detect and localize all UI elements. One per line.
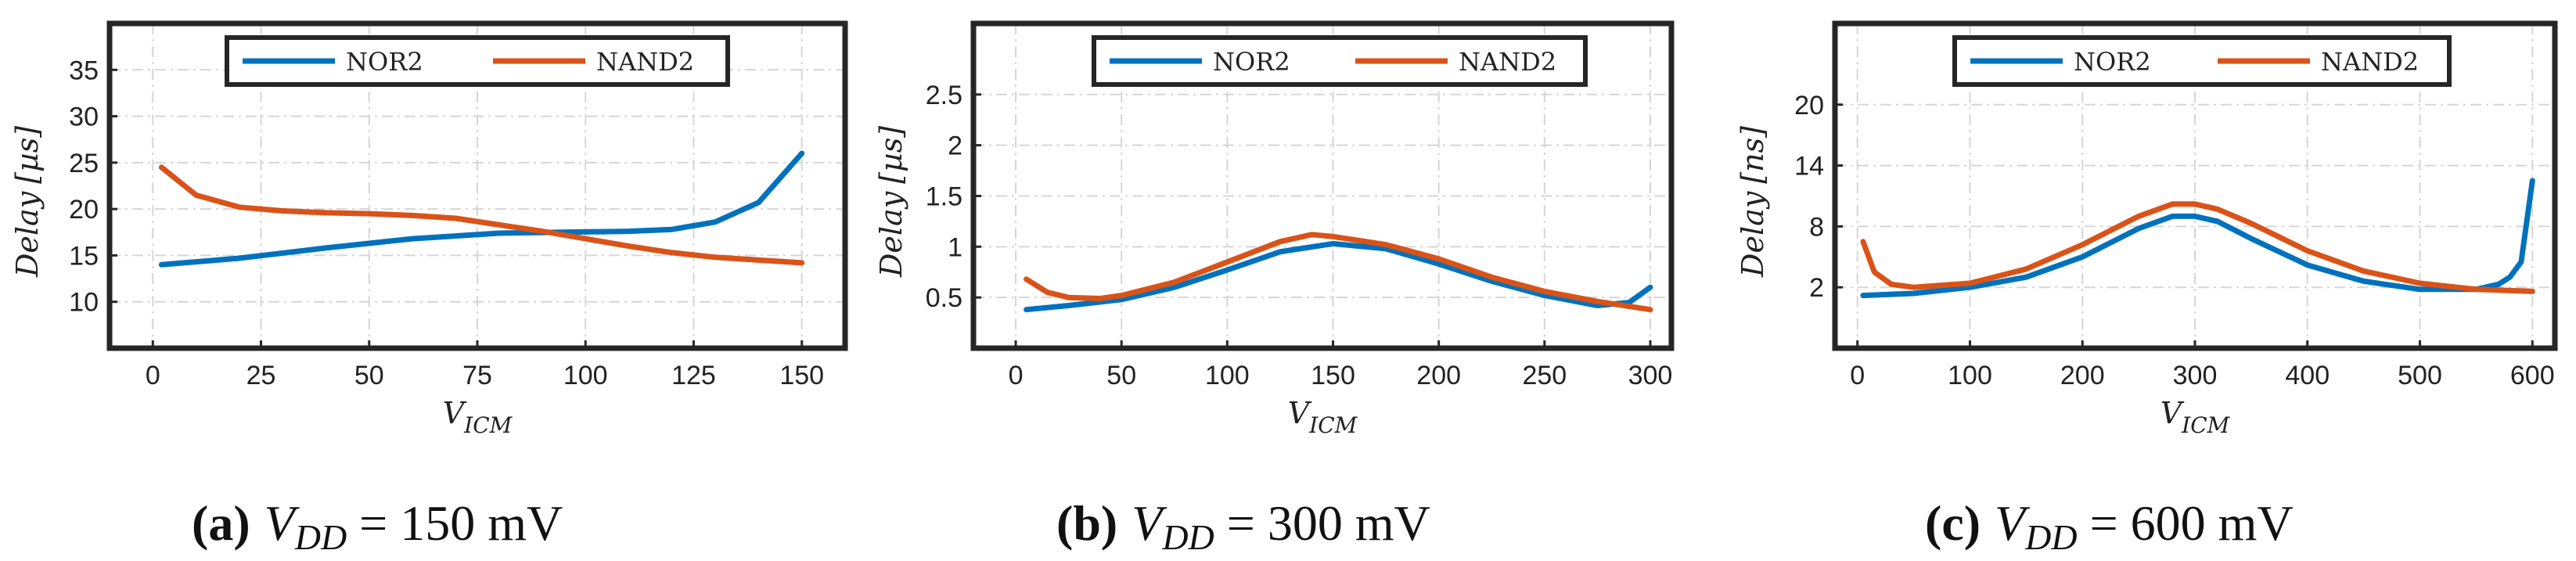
x-tick-label: 125 <box>671 361 716 390</box>
x-axis-label-sub: ICM <box>463 412 513 438</box>
y-axis-label-name: Delay <box>874 191 908 278</box>
caption-subscript: DD <box>294 517 347 557</box>
x-tick-label: 75 <box>462 361 492 390</box>
x-tick-label: 400 <box>2285 361 2330 390</box>
legend-label-nand2: NAND2 <box>596 47 694 77</box>
y-tick-label: 1.5 <box>926 182 962 211</box>
series-line-nand2 <box>1024 232 1653 313</box>
x-axis-label: VICM <box>2160 396 2231 438</box>
y-tick-label: 1 <box>948 232 962 262</box>
caption-value: = 300 mV <box>1214 495 1430 551</box>
x-tick-label: 300 <box>2173 361 2218 390</box>
series-line-nor2 <box>1024 240 1653 313</box>
x-tick-label: 200 <box>2060 361 2105 390</box>
y-axis-label-name: Delay <box>1736 191 1770 278</box>
y-tick-label: 25 <box>69 149 99 178</box>
caption-label: (a) <box>192 495 250 551</box>
x-tick-label: 100 <box>1948 361 1992 390</box>
series-line-nand2 <box>1860 201 2535 294</box>
x-axis-label-main: V <box>443 396 467 430</box>
y-axis-label: Delay [ns] <box>1736 126 1770 278</box>
y-axis-label-unit: [µs] <box>10 126 45 184</box>
series-line-nand2 <box>158 164 805 266</box>
caption-subscript: DD <box>2024 517 2077 557</box>
y-tick-label: 35 <box>69 56 99 85</box>
x-tick-label: 25 <box>246 361 276 390</box>
caption-subscript: DD <box>1161 517 1214 557</box>
panel-c: 0 100 200 300 400 500 600281420Delay[ns]VICMNO… <box>1736 20 2558 557</box>
y-axis-label-name: Delay <box>10 191 45 278</box>
caption-value: = 600 mV <box>2078 495 2294 551</box>
caption-variable: V <box>1995 495 2031 551</box>
x-tick-label: 0 <box>146 361 160 390</box>
y-tick-label: 0.5 <box>926 283 962 313</box>
legend-label-nand2: NAND2 <box>1459 47 1556 77</box>
x-axis-label-main: V <box>2160 396 2185 430</box>
legend: NOR2 NAND2 <box>1092 35 1588 87</box>
caption-value: = 150 mV <box>347 495 563 551</box>
caption-label: (c) <box>1925 495 1981 551</box>
x-tick-label: 50 <box>354 361 384 390</box>
caption-label: (b) <box>1056 495 1117 551</box>
panel-b: 0 50 100 150 200 250 3000.511.522.5Delay[µs]VI… <box>874 20 1675 557</box>
series-line-nor2 <box>158 150 805 268</box>
x-axis-label-sub: ICM <box>1308 412 1358 438</box>
x-tick-label: 150 <box>779 361 824 390</box>
x-tick-label: 100 <box>1205 361 1250 390</box>
y-tick-label: 2 <box>1809 273 1824 303</box>
x-tick-label: 0 <box>1850 361 1865 390</box>
series-line-nor2 <box>1860 178 2535 299</box>
y-tick-label: 8 <box>1809 212 1824 242</box>
x-axis-label: VICM <box>443 396 513 438</box>
y-axis-label: Delay [µs] <box>10 126 45 278</box>
legend: NOR2 NAND2 <box>1952 35 2452 87</box>
y-tick-label: 20 <box>69 195 99 225</box>
y-tick-label: 2 <box>948 131 962 161</box>
y-axis-label-unit: [µs] <box>874 126 908 184</box>
legend-label-nor2: NOR2 <box>2074 47 2151 77</box>
caption-variable: V <box>1131 495 1167 551</box>
y-tick-label: 30 <box>69 102 99 132</box>
panel-a: 0 25 50 75 100 125 150101520253035Delay[µs]VIC… <box>10 20 848 557</box>
x-tick-label: 150 <box>1311 361 1355 390</box>
y-axis-label: Delay [µs] <box>874 126 908 278</box>
legend-label-nor2: NOR2 <box>1213 47 1290 77</box>
legend-label-nor2: NOR2 <box>346 47 423 77</box>
plot-frame <box>970 20 1675 351</box>
legend: NOR2 NAND2 <box>225 35 730 87</box>
x-axis-label: VICM <box>1288 396 1358 438</box>
x-tick-label: 500 <box>2398 361 2442 390</box>
y-tick-label: 10 <box>69 288 99 318</box>
legend-label-nand2: NAND2 <box>2321 47 2419 77</box>
x-tick-label: 100 <box>563 361 608 390</box>
y-axis-label-unit: [ns] <box>1736 126 1770 184</box>
x-tick-label: 0 <box>1009 361 1024 390</box>
caption-variable: V <box>264 495 300 551</box>
x-tick-label: 200 <box>1416 361 1461 390</box>
y-tick-label: 2.5 <box>926 81 962 110</box>
y-tick-label: 20 <box>1794 91 1824 120</box>
x-axis-label-sub: ICM <box>2181 412 2230 438</box>
panel-caption: (b) VDD = 300 mV <box>1056 495 1430 557</box>
x-tick-label: 250 <box>1522 361 1567 390</box>
panel-caption: (c) VDD = 600 mV <box>1925 495 2294 557</box>
panel-caption: (a) VDD = 150 mV <box>192 495 563 557</box>
y-tick-label: 15 <box>69 241 99 271</box>
y-tick-label: 14 <box>1794 152 1824 182</box>
x-tick-label: 600 <box>2510 361 2555 390</box>
x-axis-label-main: V <box>1288 396 1312 430</box>
x-tick-label: 300 <box>1628 361 1673 390</box>
x-tick-label: 50 <box>1106 361 1136 390</box>
